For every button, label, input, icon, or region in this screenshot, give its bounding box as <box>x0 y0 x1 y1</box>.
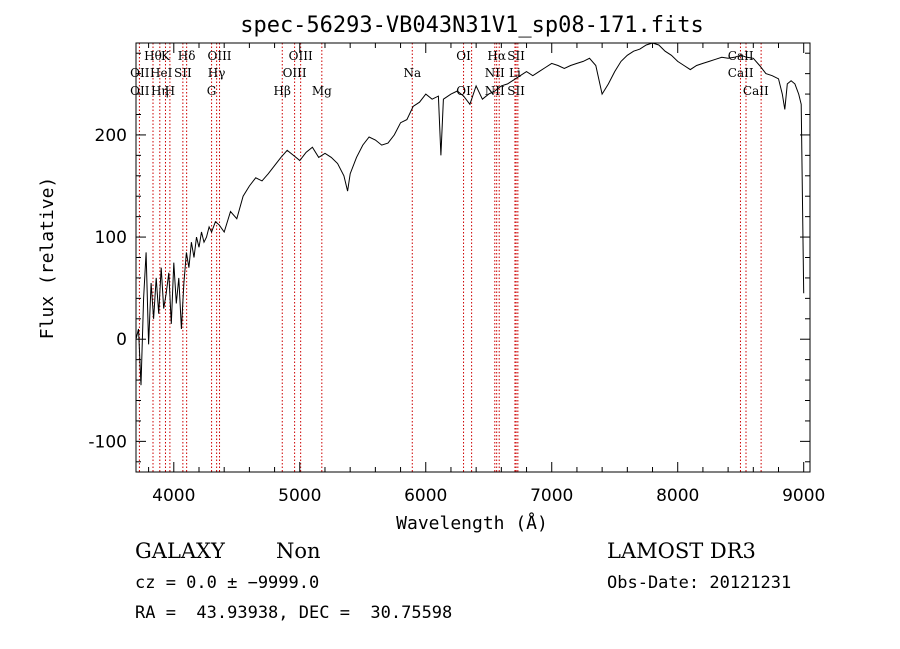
line-label: Hγ <box>208 66 226 80</box>
line-label: Mg <box>312 84 332 98</box>
x-tick-label: 7000 <box>530 486 573 506</box>
line-label: OIII <box>283 66 307 80</box>
object-subclass: Non <box>276 539 321 563</box>
line-label: K <box>161 49 171 63</box>
line-label: Hδ <box>178 49 196 63</box>
line-label: G <box>207 84 217 98</box>
line-label: H <box>165 84 175 98</box>
x-tick-label: 9000 <box>782 486 825 506</box>
plot-frame <box>135 42 811 473</box>
line-label: HeI <box>150 66 173 80</box>
line-label: OI <box>456 49 471 63</box>
line-label: NII <box>485 66 505 80</box>
line-label: Hα <box>487 49 506 63</box>
x-tick-label: 8000 <box>656 486 699 506</box>
x-axis-label: Wavelength (Å) <box>396 512 548 534</box>
line-label: Hβ <box>274 84 291 98</box>
y-tick-labels: -100 0 100 200 <box>88 126 127 452</box>
line-label: Na <box>403 66 421 80</box>
line-label: OII <box>130 66 150 80</box>
y-tick-label: -100 <box>88 432 127 452</box>
line-label: SII <box>174 66 192 80</box>
line-label: Hθ <box>144 49 162 63</box>
line-label: OI <box>456 84 471 98</box>
line-label: Hη <box>151 84 169 98</box>
line-label: CaII <box>728 66 754 80</box>
survey-name: LAMOST DR3 <box>607 539 756 563</box>
x-tick-label: 4000 <box>152 486 195 506</box>
chart-title: spec-56293-VB043N31V1_sp08-171.fits <box>240 13 704 38</box>
x-tick-label: 6000 <box>404 486 447 506</box>
object-class: GALAXY <box>135 539 225 563</box>
y-tick-label: 0 <box>116 330 127 350</box>
emission-line-labels: OII OII Hθ Hη HeI K H SII Hδ G Hγ OIII Hβ OIII OIII Mg N… <box>130 49 769 98</box>
emission-line-markers <box>138 43 762 472</box>
line-label: OIII <box>289 49 313 63</box>
line-label: CaII <box>728 49 754 63</box>
line-label: OIII <box>207 49 231 63</box>
y-tick-label: 200 <box>95 126 127 146</box>
axis-ticks <box>136 43 810 472</box>
line-label: SII <box>507 84 525 98</box>
line-label: Li <box>509 66 521 80</box>
x-tick-label: 5000 <box>278 486 321 506</box>
observation-date: Obs-Date: 20121231 <box>607 573 792 593</box>
spectrum-line <box>135 42 805 386</box>
sky-coordinates: RA = 43.93938, DEC = 30.75598 <box>135 603 453 623</box>
x-tick-labels: 4000 5000 6000 7000 8000 9000 <box>152 486 825 506</box>
line-label: SII <box>507 49 525 63</box>
line-label: CaII <box>743 84 769 98</box>
y-axis-label: Flux (relative) <box>37 177 58 340</box>
redshift-velocity: cz = 0.0 ± −9999.0 <box>135 573 320 593</box>
y-tick-label: 100 <box>95 228 127 248</box>
line-label: OII <box>130 84 150 98</box>
